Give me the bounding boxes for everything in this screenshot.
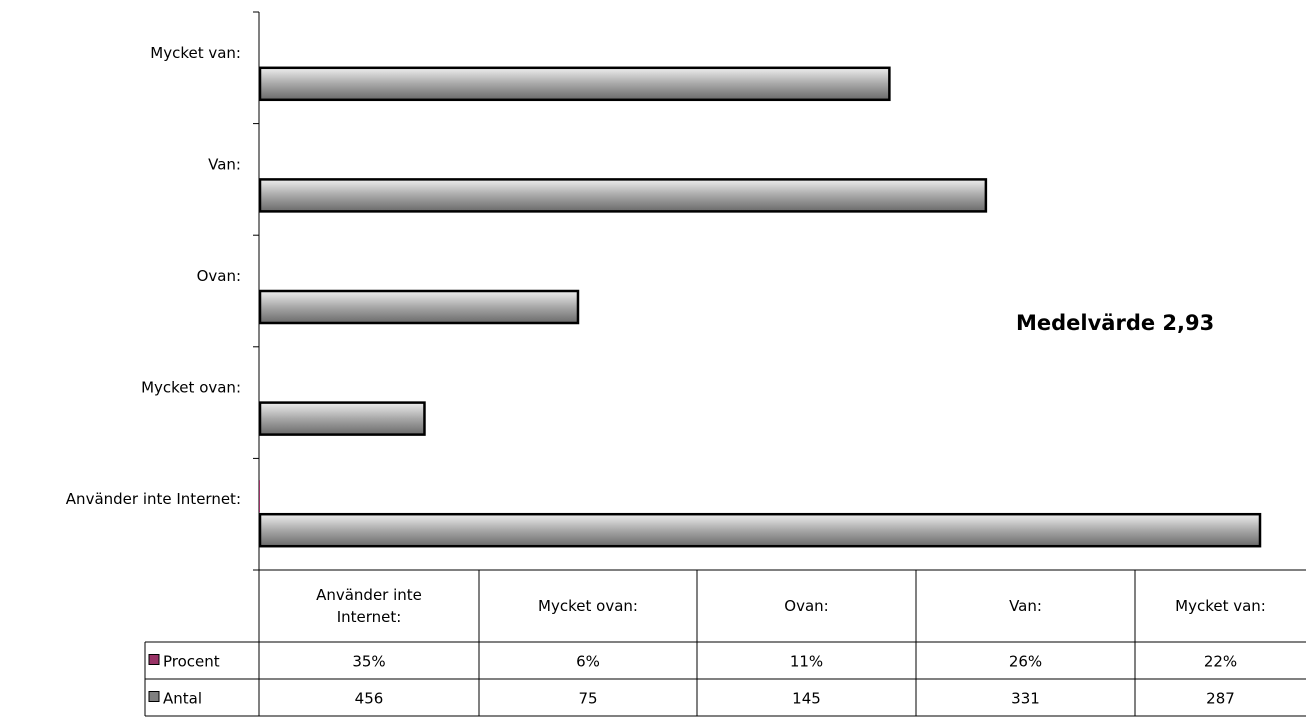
data-label: 145 — [792, 690, 821, 708]
legend-key — [148, 691, 160, 702]
legend-label: Procent — [163, 653, 220, 671]
data-label: 331 — [1011, 690, 1040, 708]
table-header-cell: Internet: — [337, 608, 402, 626]
table-header-cell: Mycket van: — [1175, 597, 1266, 615]
table-header-cell: Mycket ovan: — [538, 597, 638, 615]
legend-key — [148, 654, 160, 665]
bar-procent — [259, 257, 260, 289]
category-label: Mycket ovan: — [141, 379, 241, 397]
bar-antal — [258, 178, 988, 213]
bar-procent — [259, 34, 260, 66]
data-label: 22% — [1204, 653, 1237, 671]
bar-antal — [258, 289, 580, 325]
table-header-cell: Använder inte — [316, 586, 422, 604]
data-label: 6% — [576, 653, 600, 671]
data-label: 456 — [355, 690, 384, 708]
table-header-cell: Ovan: — [784, 597, 828, 615]
category-label: Använder inte Internet: — [66, 490, 241, 508]
table-header-cell: Van: — [1009, 597, 1042, 615]
mean-annotation: Medelvärde 2,93 — [1016, 311, 1214, 335]
category-label: Mycket van: — [150, 44, 241, 62]
data-label: 287 — [1206, 690, 1235, 708]
bar-procent — [259, 145, 260, 177]
bar-antal — [258, 401, 426, 436]
data-label: 35% — [352, 653, 385, 671]
data-label: 11% — [790, 653, 823, 671]
data-label: 26% — [1009, 653, 1042, 671]
category-label: Ovan: — [197, 267, 241, 285]
data-label: 75 — [578, 690, 597, 708]
category-label: Van: — [208, 155, 241, 173]
legend-label: Antal — [163, 690, 202, 708]
bar-procent — [259, 480, 260, 513]
bar-antal — [258, 66, 891, 102]
bar-antal — [258, 512, 1262, 548]
bar-procent — [259, 369, 260, 401]
